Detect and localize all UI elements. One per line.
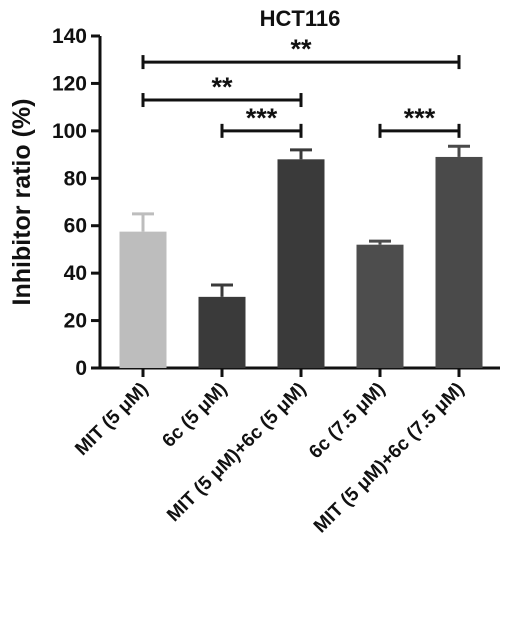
y-tick-label: 100	[52, 120, 87, 143]
y-tick-label: 0	[75, 357, 87, 380]
x-tick-label: 6c (5 μM)	[158, 379, 231, 452]
bar	[356, 244, 404, 368]
bar	[119, 231, 167, 368]
y-tick-label: 60	[64, 215, 87, 238]
bar	[198, 296, 246, 368]
x-tick-label: MIT (5 μM)+6c (7.5 μM)	[310, 379, 469, 538]
x-tick-label: MIT (5 μM)	[71, 379, 152, 460]
significance-label: **	[211, 72, 233, 102]
bar	[435, 156, 483, 368]
significance-label: ***	[404, 103, 436, 133]
x-tick-label: 6c (7.5 μM)	[305, 379, 389, 463]
significance-label: ***	[246, 103, 278, 133]
bar	[277, 159, 325, 368]
y-tick-label: 140	[52, 25, 87, 48]
y-tick-label: 80	[64, 167, 87, 190]
chart-title: HCT116	[260, 6, 341, 31]
x-tick-label: MIT (5 μM)+6c (5 μM)	[163, 379, 310, 526]
y-tick-label: 40	[64, 262, 87, 285]
significance-label: **	[290, 34, 312, 64]
y-tick-label: 120	[52, 72, 87, 95]
y-axis-label: Inhibitor ratio (%)	[8, 99, 36, 306]
y-tick-label: 20	[64, 310, 87, 333]
